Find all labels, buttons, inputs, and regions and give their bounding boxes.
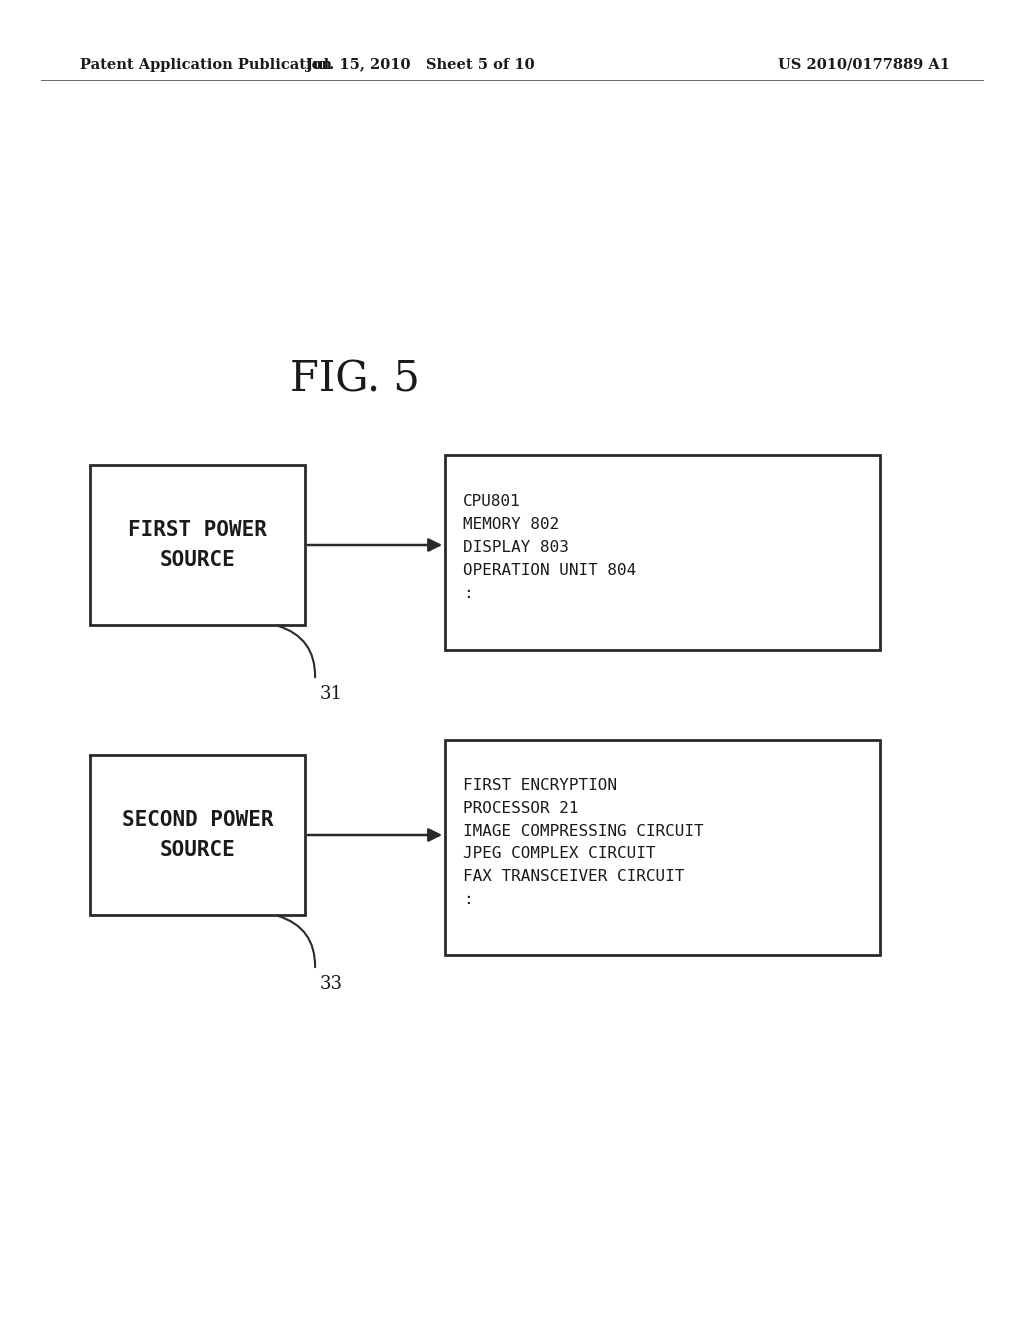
Text: SECOND POWER
SOURCE: SECOND POWER SOURCE (122, 810, 273, 859)
Bar (445, 455, 880, 649)
Text: Patent Application Publication: Patent Application Publication (80, 58, 332, 73)
Text: 31: 31 (319, 685, 343, 704)
Text: CPU801
MEMORY 802
DISPLAY 803
OPERATION UNIT 804
:: CPU801 MEMORY 802 DISPLAY 803 OPERATION … (463, 495, 636, 601)
Text: US 2010/0177889 A1: US 2010/0177889 A1 (778, 58, 950, 73)
Text: FIRST POWER
SOURCE: FIRST POWER SOURCE (128, 520, 267, 570)
Bar (445, 741, 880, 954)
Text: FIG. 5: FIG. 5 (290, 359, 420, 401)
Text: FIRST ENCRYPTION
PROCESSOR 21
IMAGE COMPRESSING CIRCUIT
JPEG COMPLEX CIRCUIT
FAX: FIRST ENCRYPTION PROCESSOR 21 IMAGE COMP… (463, 777, 703, 907)
Bar (90, 465, 305, 624)
Text: 33: 33 (319, 975, 343, 993)
Text: Jul. 15, 2010   Sheet 5 of 10: Jul. 15, 2010 Sheet 5 of 10 (306, 58, 535, 73)
Bar (90, 755, 305, 915)
